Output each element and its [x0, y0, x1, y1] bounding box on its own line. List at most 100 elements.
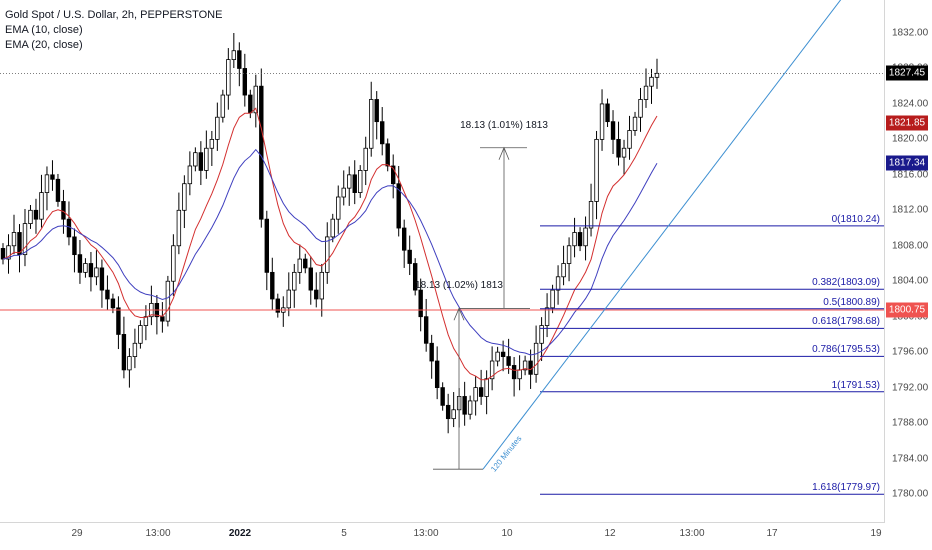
candle-down [116, 307, 121, 335]
time-tick-label: 13:00 [413, 528, 439, 539]
candle-down [314, 289, 319, 300]
candle-up [336, 196, 341, 220]
candle-up [209, 138, 215, 149]
candle-down [434, 360, 440, 389]
candle-up [226, 59, 231, 96]
price-tick-label: 1832.00 [892, 27, 929, 39]
candle-up [253, 85, 259, 114]
candle-up [44, 174, 50, 193]
candle-up [522, 360, 528, 371]
candle-up [555, 276, 561, 291]
candle-up [165, 280, 171, 322]
price-tick-label: 1808.00 [892, 240, 929, 252]
time-tick-label: 13:00 [679, 528, 705, 539]
time-tick-label: 2022 [228, 528, 252, 539]
candle-up [638, 99, 643, 118]
candle-down [374, 99, 379, 123]
candle-up [594, 138, 599, 202]
candle-up [182, 183, 187, 211]
candle-down [264, 218, 269, 273]
candle-down [528, 360, 533, 375]
candle-down [77, 254, 83, 273]
candle-down [577, 232, 583, 247]
candle-down [242, 68, 248, 96]
candle-up [632, 116, 638, 131]
price-tick-label: 1784.00 [892, 453, 929, 465]
candle-up [363, 147, 368, 171]
candle-up [533, 342, 539, 375]
candle-up [171, 245, 176, 282]
ema20-line [2, 148, 658, 356]
candle-up [566, 245, 572, 264]
price-tick-label: 1780.00 [892, 488, 929, 500]
price-tick-label: 1796.00 [892, 346, 929, 358]
candle-down [61, 201, 66, 220]
candle-up [220, 94, 226, 118]
candle-up [286, 289, 291, 309]
fib-level-label: 0.786(1795.53) [812, 344, 880, 356]
candle-up [583, 227, 588, 247]
symbol-title[interactable]: Gold Spot / U.S. Dollar, 2h, PEPPERSTONE [5, 9, 223, 21]
candle-down [308, 267, 313, 291]
candle-up [544, 307, 550, 326]
candle-down [610, 121, 616, 140]
candle-down [33, 209, 39, 220]
price-tick-label: 1812.00 [892, 204, 929, 216]
candle-down [17, 232, 22, 256]
candle-down [72, 236, 77, 256]
price-axis-border [884, 0, 885, 522]
price-tag-last: 1827.45 [886, 65, 928, 81]
time-tick-label: 29 [71, 528, 83, 539]
fib-level-label: 0.618(1798.68) [812, 316, 880, 328]
candle-down [198, 152, 204, 171]
price-tick-label: 1788.00 [892, 417, 929, 429]
candle-up [6, 245, 11, 260]
candle-up [369, 99, 374, 149]
time-tick-label: 19 [870, 528, 882, 539]
price-tick-label: 1816.00 [892, 169, 929, 181]
candle-down [506, 356, 511, 366]
trend-line [482, 0, 842, 470]
candle-up [341, 187, 346, 198]
candle-up [550, 289, 555, 309]
candle-down [121, 334, 127, 371]
price-tag-ema10: 1821.85 [886, 115, 928, 131]
candle-down [99, 267, 105, 291]
candle-down [478, 387, 484, 397]
candle-down [440, 387, 445, 406]
price-tick-label: 1820.00 [892, 133, 929, 145]
candle-down [248, 94, 253, 114]
candle-up [193, 152, 198, 167]
candle-down [259, 85, 264, 220]
candle-down [303, 258, 308, 269]
candle-up [467, 400, 473, 415]
candle-up [297, 258, 302, 273]
candle-down [380, 121, 385, 145]
fib-level-label: 1(1791.53) [831, 379, 880, 391]
fib-level-label: 1.618(1779.97) [812, 482, 880, 494]
candle-down [160, 316, 165, 322]
candle-up [94, 267, 99, 278]
candle-up [132, 342, 138, 357]
candle-up [643, 85, 649, 100]
candle-up [127, 356, 132, 371]
price-tag-hline: 1800.75 [886, 302, 928, 318]
fib-level-label: 0.382(1803.09) [812, 277, 880, 289]
candle-down [50, 174, 55, 180]
candle-down [401, 227, 407, 251]
candle-down [385, 143, 390, 167]
candle-up [143, 316, 149, 326]
ema10-legend[interactable]: EMA (10, close) [5, 24, 83, 36]
candle-down [391, 165, 396, 185]
candle-up [484, 378, 489, 397]
price-tick-label: 1792.00 [892, 382, 929, 394]
ema20-legend[interactable]: EMA (20, close) [5, 39, 83, 51]
candle-down [462, 396, 467, 415]
fib-level-label: 0(1810.24) [831, 213, 880, 225]
price-tick-label: 1824.00 [892, 98, 929, 110]
lower-projection-label: 18.13 (1.02%) 1813 [415, 280, 503, 291]
candle-up [358, 170, 363, 193]
candle-down [605, 103, 610, 123]
price-tick-label: 1804.00 [892, 275, 929, 287]
